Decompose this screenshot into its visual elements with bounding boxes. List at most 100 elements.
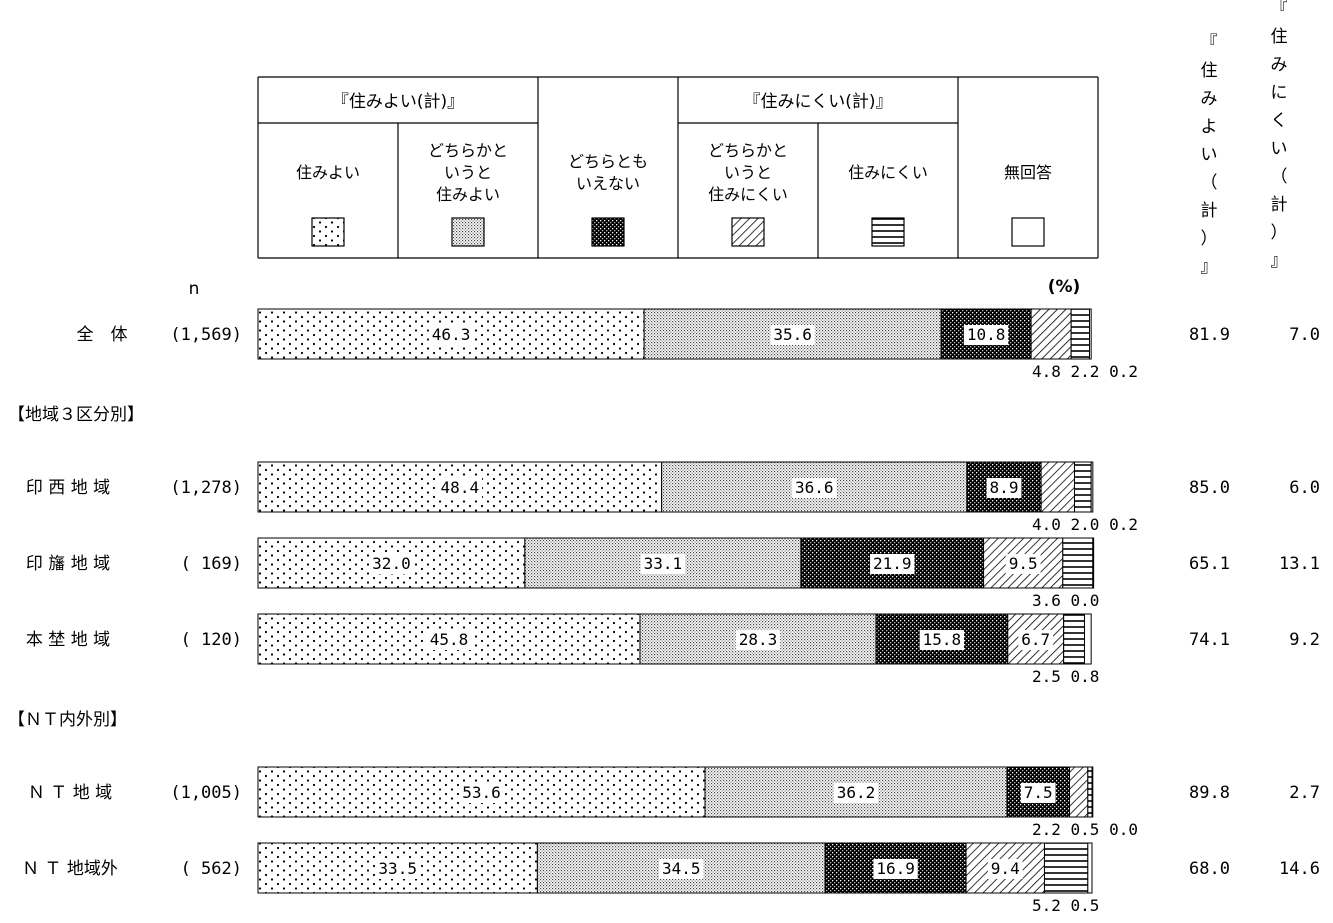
bar-segment bbox=[1092, 537, 1095, 589]
bar-rows: 全 体 (1,569) 46.3 35.6 10.8 4.8 2.2 0.2 81.9 7.0… bbox=[22, 308, 1320, 915]
bad-total: 13.1 bbox=[1279, 554, 1320, 574]
data-label-bg bbox=[369, 554, 414, 574]
data-label-bg bbox=[833, 783, 879, 803]
row-label: Ｎ Ｔ 地 域 bbox=[28, 783, 112, 803]
bar-segment bbox=[1070, 308, 1090, 360]
bar-segment bbox=[1087, 842, 1093, 894]
bad-total: 6.0 bbox=[1289, 478, 1320, 498]
legend-label: どちらかと bbox=[428, 141, 508, 160]
good-total: 74.1 bbox=[1189, 630, 1230, 650]
data-label: 53.6 bbox=[462, 783, 501, 802]
row-label: 本 埜 地 域 bbox=[26, 630, 110, 650]
total-header-char: く bbox=[1271, 111, 1288, 131]
total-header-char: 住 bbox=[1201, 61, 1218, 81]
bar-segment bbox=[1091, 766, 1094, 818]
legend-label: 住みにくい bbox=[848, 163, 928, 182]
total-header-char: ） bbox=[1271, 223, 1288, 243]
legend-label: どちらとも bbox=[568, 152, 648, 171]
row-label: Ｎ Ｔ 地域外 bbox=[22, 859, 118, 879]
row-n: (1,005) bbox=[170, 783, 242, 803]
small-values-label: 2.2 0.5 0.0 bbox=[1032, 820, 1138, 839]
data-label-bg bbox=[919, 630, 965, 650]
n-label: n bbox=[189, 279, 200, 299]
data-label-bg bbox=[459, 783, 504, 803]
data-label: 33.1 bbox=[644, 554, 683, 573]
row-label: 印 西 地 域 bbox=[26, 478, 110, 498]
data-label-bg bbox=[870, 554, 915, 574]
bar-segment bbox=[1063, 613, 1085, 665]
legend-table: 『住みよい(計)』 『住みにくい(計)』住みよいどちらかというと住みよいどちらとも… bbox=[257, 76, 1099, 259]
data-label: 8.9 bbox=[990, 478, 1019, 497]
bar-segment bbox=[1030, 308, 1072, 360]
data-label: 6.7 bbox=[1021, 630, 1050, 649]
bar-row: 全 体 (1,569) 46.3 35.6 10.8 4.8 2.2 0.2 81.9 7.0 bbox=[77, 308, 1320, 381]
legend-label: いえない bbox=[576, 174, 640, 193]
data-label-bg bbox=[640, 554, 686, 574]
total-header-char: 』 bbox=[1271, 251, 1288, 271]
bar-segment bbox=[1088, 308, 1092, 360]
data-label: 7.5 bbox=[1024, 783, 1053, 802]
bad-total: 14.6 bbox=[1279, 859, 1320, 879]
bar-row: 印 西 地 域 (1,278) 48.4 36.6 8.9 4.0 2.0 0.2 85.0… bbox=[26, 461, 1320, 534]
row-n: ( 169) bbox=[181, 554, 242, 574]
data-label: 35.6 bbox=[773, 325, 812, 344]
data-label: 10.8 bbox=[967, 325, 1006, 344]
total-header-char: よ bbox=[1201, 117, 1218, 137]
good-total: 65.1 bbox=[1189, 554, 1230, 574]
bar-row: Ｎ Ｔ 地域外 ( 562) 33.5 34.5 16.9 9.4 5.2 0.5 68.0 1… bbox=[22, 842, 1320, 915]
legend-swatch-fine bbox=[451, 217, 485, 247]
bar-segment bbox=[1062, 537, 1094, 589]
bar-segment bbox=[1087, 766, 1093, 818]
small-values-label: 5.2 0.5 bbox=[1032, 896, 1099, 915]
data-label: 15.8 bbox=[923, 630, 962, 649]
good-total: 81.9 bbox=[1189, 325, 1230, 345]
data-label: 45.8 bbox=[430, 630, 469, 649]
data-label: 28.3 bbox=[739, 630, 778, 649]
legend-swatch-dark bbox=[591, 217, 625, 247]
good-total: 89.8 bbox=[1189, 783, 1230, 803]
bad-total: 7.0 bbox=[1289, 325, 1320, 345]
legend-label: いうと bbox=[724, 163, 772, 182]
data-label: 9.4 bbox=[991, 859, 1020, 878]
data-label-bg bbox=[792, 478, 837, 498]
small-values-label: 4.8 2.2 0.2 bbox=[1032, 362, 1138, 381]
total-header-char: 『 bbox=[1201, 33, 1218, 53]
total-header-char: み bbox=[1271, 55, 1288, 75]
bar-segment bbox=[1090, 461, 1094, 513]
bar-row: Ｎ Ｔ 地 域 (1,005) 53.6 36.2 7.5 2.2 0.5 0.0 89.8… bbox=[28, 766, 1320, 839]
legend-label: いうと bbox=[444, 163, 492, 182]
bar-segment bbox=[1040, 461, 1075, 513]
legend-label: 住みにくい bbox=[708, 185, 788, 204]
legend-swatch-hlines bbox=[871, 217, 905, 247]
data-label: 21.9 bbox=[873, 554, 912, 573]
data-label-bg bbox=[1005, 554, 1041, 574]
data-label: 33.5 bbox=[378, 859, 417, 878]
data-label: 9.5 bbox=[1009, 554, 1038, 573]
unit-label: (%) bbox=[1048, 277, 1081, 297]
total-header-char: （ bbox=[1271, 167, 1288, 187]
data-label-bg bbox=[986, 478, 1022, 498]
good-total: 68.0 bbox=[1189, 859, 1230, 879]
small-values-label: 4.0 2.0 0.2 bbox=[1032, 515, 1138, 534]
legend-swatch-blank bbox=[1011, 217, 1045, 247]
group-header-bad: 『住みにくい(計)』 bbox=[744, 92, 893, 112]
bad-total: 9.2 bbox=[1289, 630, 1320, 650]
bar-row: 印 旛 地 域 ( 169) 32.0 33.1 21.9 9.5 3.6 0.0 65.1 1… bbox=[26, 537, 1320, 610]
total-header-char: 』 bbox=[1201, 257, 1218, 277]
total-header-char: 住 bbox=[1271, 27, 1288, 47]
total-column-headers: 『住みよい（計）』『住みにくい（計）』 bbox=[1201, 0, 1288, 277]
small-values-label: 2.5 0.8 bbox=[1032, 667, 1099, 686]
bar-segment bbox=[1073, 461, 1092, 513]
total-header-char: 『 bbox=[1271, 0, 1288, 19]
legend-swatch-dots bbox=[311, 217, 345, 247]
bar-segment bbox=[966, 461, 1042, 513]
row-n: (1,278) bbox=[170, 478, 242, 498]
total-header-char: 計 bbox=[1201, 201, 1218, 221]
section-header-region: 【地域３区分別】 bbox=[8, 405, 144, 425]
row-n: ( 120) bbox=[181, 630, 242, 650]
data-label-bg bbox=[428, 325, 474, 345]
total-header-char: 計 bbox=[1271, 195, 1288, 215]
data-label: 34.5 bbox=[662, 859, 701, 878]
bar-row: 本 埜 地 域 ( 120) 45.8 28.3 15.8 6.7 2.5 0.8 74.1 9… bbox=[26, 613, 1320, 686]
